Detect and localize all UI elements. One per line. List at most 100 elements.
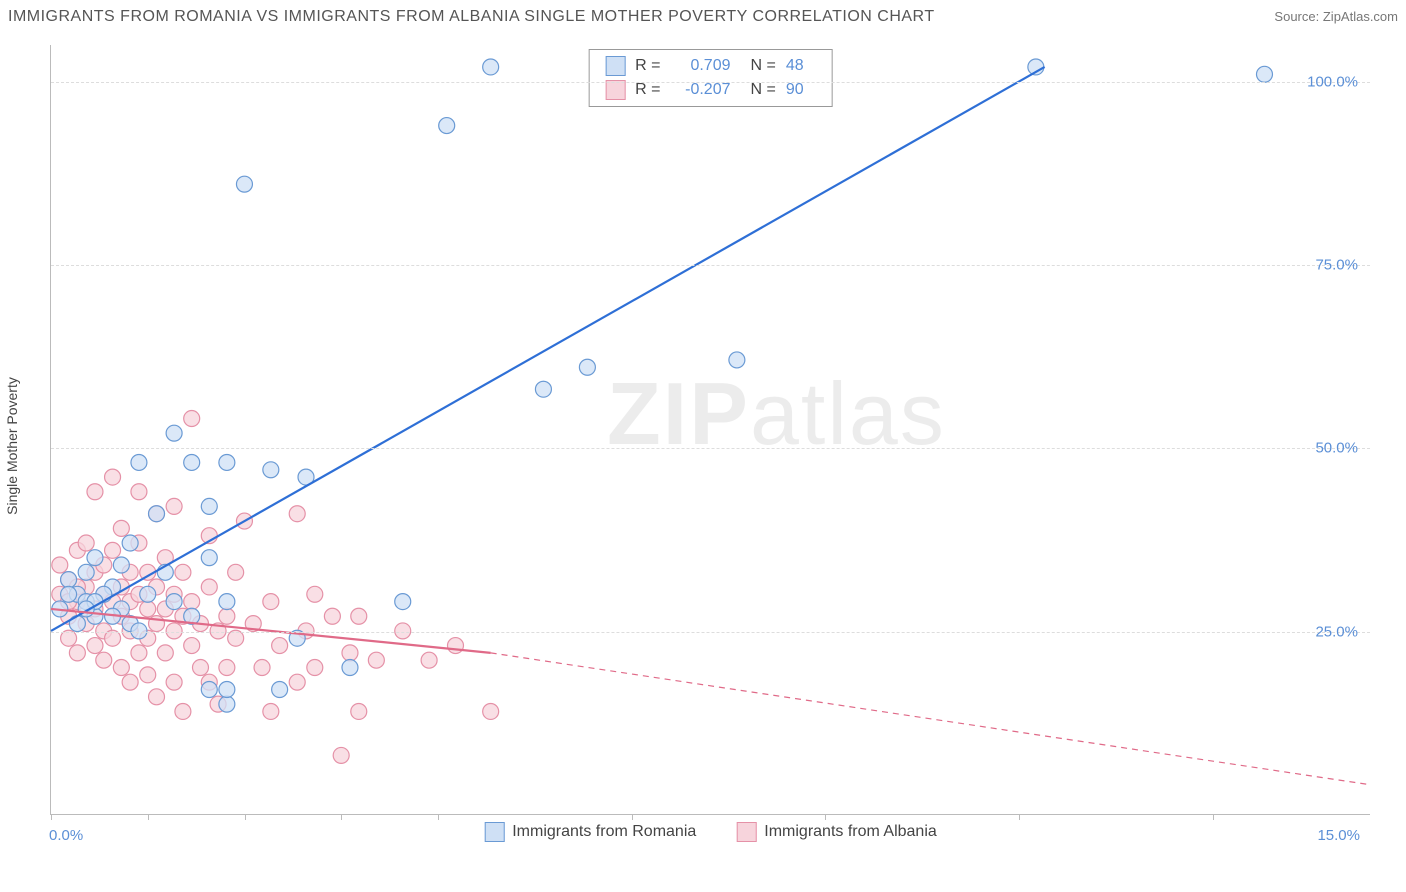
scatter-point bbox=[272, 638, 288, 654]
scatter-point bbox=[87, 550, 103, 566]
scatter-point bbox=[175, 564, 191, 580]
scatter-point bbox=[78, 535, 94, 551]
y-axis-title: Single Mother Poverty bbox=[4, 377, 20, 515]
scatter-point bbox=[149, 689, 165, 705]
legend-r-label: R = bbox=[635, 54, 660, 78]
series-legend-item: Immigrants from Romania bbox=[484, 822, 696, 842]
scatter-point bbox=[113, 660, 129, 676]
x-axis-max-label: 15.0% bbox=[1317, 827, 1360, 844]
scatter-point bbox=[421, 652, 437, 668]
scatter-point bbox=[351, 608, 367, 624]
y-tick-label: 25.0% bbox=[1315, 623, 1358, 640]
scatter-point bbox=[219, 696, 235, 712]
series-legend-label: Immigrants from Albania bbox=[764, 823, 937, 841]
scatter-point bbox=[87, 484, 103, 500]
scatter-point bbox=[219, 660, 235, 676]
legend-swatch bbox=[736, 822, 756, 842]
scatter-point bbox=[122, 535, 138, 551]
scatter-point bbox=[140, 601, 156, 617]
scatter-point bbox=[157, 645, 173, 661]
x-tick bbox=[1213, 814, 1214, 820]
x-tick bbox=[632, 814, 633, 820]
scatter-point bbox=[52, 557, 68, 573]
scatter-point bbox=[729, 352, 745, 368]
series-legend-label: Immigrants from Romania bbox=[512, 823, 696, 841]
scatter-point bbox=[149, 506, 165, 522]
x-tick bbox=[148, 814, 149, 820]
scatter-point bbox=[342, 645, 358, 661]
scatter-point bbox=[192, 660, 208, 676]
scatter-point bbox=[184, 638, 200, 654]
scatter-point bbox=[122, 674, 138, 690]
legend-r-value: 0.709 bbox=[671, 54, 731, 78]
series-legend: Immigrants from Romania Immigrants from A… bbox=[484, 822, 937, 842]
x-tick bbox=[245, 814, 246, 820]
scatter-point bbox=[483, 703, 499, 719]
scatter-point bbox=[113, 557, 129, 573]
trend-line-extrapolated bbox=[491, 653, 1370, 785]
gridline bbox=[51, 265, 1370, 266]
title-bar: IMMIGRANTS FROM ROMANIA VS IMMIGRANTS FR… bbox=[8, 8, 1398, 26]
x-tick bbox=[341, 814, 342, 820]
scatter-point bbox=[219, 454, 235, 470]
scatter-point bbox=[272, 682, 288, 698]
plot-svg bbox=[51, 45, 1370, 814]
scatter-point bbox=[105, 469, 121, 485]
y-tick-label: 75.0% bbox=[1315, 257, 1358, 274]
scatter-point bbox=[263, 594, 279, 610]
scatter-point bbox=[131, 454, 147, 470]
scatter-point bbox=[219, 682, 235, 698]
scatter-point bbox=[535, 381, 551, 397]
scatter-point bbox=[69, 645, 85, 661]
scatter-point bbox=[184, 411, 200, 427]
x-tick bbox=[51, 814, 52, 820]
scatter-point bbox=[201, 579, 217, 595]
y-tick-label: 50.0% bbox=[1315, 440, 1358, 457]
scatter-point bbox=[368, 652, 384, 668]
scatter-point bbox=[351, 703, 367, 719]
series-legend-item: Immigrants from Albania bbox=[736, 822, 937, 842]
x-tick bbox=[825, 814, 826, 820]
scatter-point bbox=[184, 454, 200, 470]
scatter-point bbox=[131, 645, 147, 661]
gridline bbox=[51, 632, 1370, 633]
scatter-point bbox=[324, 608, 340, 624]
scatter-point bbox=[1256, 66, 1272, 82]
correlation-legend: R =0.709N =48R =-0.207N =90 bbox=[588, 49, 833, 107]
x-tick bbox=[1019, 814, 1020, 820]
legend-row: R =0.709N =48 bbox=[605, 54, 816, 78]
gridline bbox=[51, 448, 1370, 449]
scatter-point bbox=[228, 564, 244, 580]
scatter-point bbox=[579, 359, 595, 375]
legend-swatch bbox=[484, 822, 504, 842]
scatter-point bbox=[61, 572, 77, 588]
scatter-point bbox=[439, 118, 455, 134]
gridline bbox=[51, 82, 1370, 83]
scatter-point bbox=[447, 638, 463, 654]
scatter-point bbox=[201, 682, 217, 698]
scatter-point bbox=[333, 747, 349, 763]
plot-area: ZIPatlas R =0.709N =48R =-0.207N =90 0.0… bbox=[50, 45, 1370, 815]
scatter-point bbox=[289, 674, 305, 690]
y-tick-label: 100.0% bbox=[1307, 73, 1358, 90]
legend-n-label: N = bbox=[751, 54, 776, 78]
legend-swatch bbox=[605, 56, 625, 76]
scatter-point bbox=[166, 674, 182, 690]
scatter-point bbox=[78, 564, 94, 580]
scatter-point bbox=[140, 586, 156, 602]
legend-swatch bbox=[605, 80, 625, 100]
scatter-point bbox=[263, 462, 279, 478]
scatter-point bbox=[201, 498, 217, 514]
scatter-point bbox=[184, 594, 200, 610]
source-label: Source: bbox=[1274, 9, 1319, 24]
scatter-point bbox=[236, 176, 252, 192]
scatter-point bbox=[96, 652, 112, 668]
scatter-point bbox=[140, 667, 156, 683]
scatter-point bbox=[219, 594, 235, 610]
scatter-point bbox=[105, 542, 121, 558]
x-axis-min-label: 0.0% bbox=[49, 827, 83, 844]
scatter-point bbox=[113, 520, 129, 536]
scatter-point bbox=[395, 594, 411, 610]
scatter-point bbox=[254, 660, 270, 676]
source-attribution: Source: ZipAtlas.com bbox=[1274, 9, 1398, 24]
